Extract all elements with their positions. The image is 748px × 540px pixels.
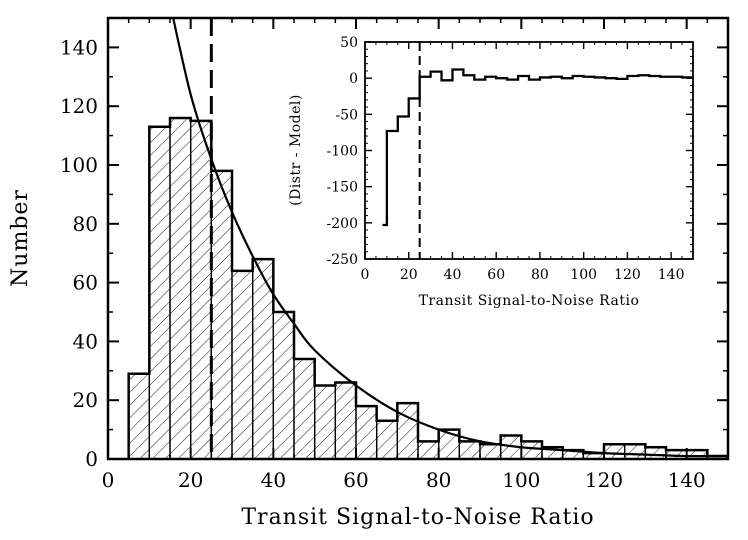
inset-x-axis-title: Transit Signal-to-Noise Ratio [419,293,640,309]
main-x-axis-title: Transit Signal-to-Noise Ratio [241,505,594,530]
histogram-bar [603,443,626,459]
inset-y-tick-label: 50 [340,35,358,51]
inset-x-tick-label: 120 [614,267,641,283]
inset-y-tick-label: -150 [327,180,358,196]
histogram-bar [520,440,543,459]
inset-y-tick-label: -100 [327,144,358,160]
x-tick-label: 0 [102,468,115,492]
histogram-bar [148,126,171,459]
histogram-bar [210,170,233,459]
histogram-bar [314,384,336,459]
inset-y-tick-label: -250 [327,252,358,268]
histogram-bar [644,446,667,459]
inset-residual-step-line [382,68,693,227]
inset-y-tick-label: -200 [327,216,358,232]
main-x-axis: 0 20 40 60 80 100 120 140 [102,18,709,492]
y-tick-label: 100 [60,153,98,177]
histogram-bar [458,440,481,459]
inset-x-axis: 0 20 40 60 80 100 120 140 [361,42,685,283]
x-tick-label: 20 [178,468,203,492]
y-tick-label: 0 [85,447,98,471]
histogram-bar [293,358,316,459]
inset-x-tick-label: 100 [570,267,597,283]
histogram-bar [231,270,254,459]
main-y-axis-title: Number [8,189,33,287]
y-tick-label: 20 [73,388,98,412]
histogram-bar [272,311,295,459]
x-tick-label: 100 [502,468,540,492]
inset-y-axis-title: (Distr - Model) [288,94,304,206]
histogram-bar [190,120,212,459]
inset-y-tick-label: 0 [349,71,358,87]
main-y-axis: 0 20 40 60 80 100 120 140 [60,35,728,471]
x-tick-label: 140 [668,468,706,492]
histogram-bar [169,117,192,459]
histogram-bar [417,440,440,459]
inset-x-tick-label: 80 [531,267,549,283]
y-tick-label: 60 [73,271,98,295]
inset-x-tick-label: 0 [361,267,370,283]
inset-y-tick-label: -50 [335,107,358,123]
inset-x-tick-label: 60 [487,267,505,283]
histogram-bar [479,443,502,459]
histogram-bar [355,405,378,459]
main-plot: 0 20 40 60 80 100 120 140 0 20 40 60 80 100 120 140 Tr… [8,16,730,530]
x-tick-label: 120 [585,468,623,492]
histogram-bar [128,373,150,459]
x-tick-label: 40 [261,468,286,492]
y-tick-label: 140 [60,35,98,59]
inset-x-tick-label: 40 [444,267,462,283]
inset-plot: 0 20 40 60 80 100 120 140 50 0 -50 -100 -150 -200 -25… [288,35,694,309]
main-histogram-bars [128,117,728,459]
histogram-bar [396,402,419,459]
histogram-bar [376,420,398,459]
inset-x-tick-label: 20 [400,267,418,283]
x-tick-label: 80 [426,468,451,492]
y-tick-label: 120 [60,94,98,118]
x-tick-label: 60 [343,468,368,492]
histogram-bar [334,381,357,459]
y-tick-label: 40 [73,329,98,353]
inset-x-tick-label: 140 [658,267,685,283]
histogram-bar [624,443,646,459]
y-tick-label: 80 [73,212,98,236]
histogram-bar [686,449,708,459]
inset-y-axis: 50 0 -50 -100 -150 -200 -250 [327,35,693,268]
